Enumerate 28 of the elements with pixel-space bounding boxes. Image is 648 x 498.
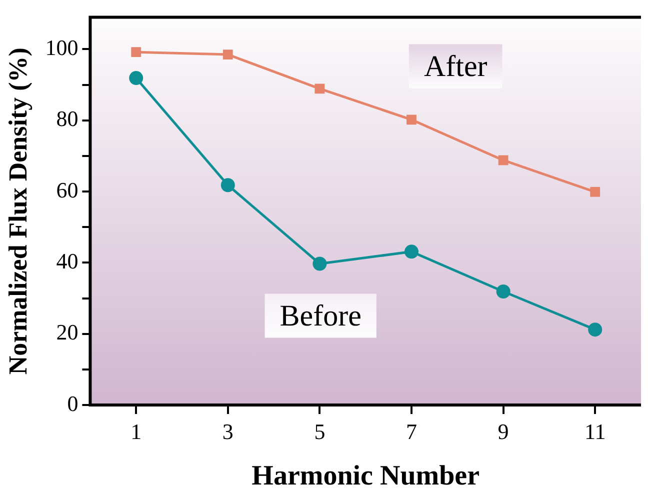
point xyxy=(131,47,142,58)
y-tick-label: 60 xyxy=(56,177,78,202)
point xyxy=(406,114,416,125)
y-tick-label: 40 xyxy=(56,248,78,274)
x-tick-label: 5 xyxy=(314,418,326,444)
point xyxy=(590,186,600,197)
x-tick-label: 9 xyxy=(498,418,509,444)
x-axis-title: Harmonic Number xyxy=(252,460,480,492)
point xyxy=(496,284,510,299)
series-label: After xyxy=(424,50,488,84)
y-tick-label: 100 xyxy=(45,35,78,60)
point xyxy=(404,244,418,259)
y-tick-label: 20 xyxy=(56,320,78,345)
x-tick-label: 7 xyxy=(406,418,417,444)
point xyxy=(220,178,235,192)
x-tick-label: 11 xyxy=(584,418,606,444)
point xyxy=(498,155,508,166)
x-tick-label: 3 xyxy=(222,418,234,444)
y-axis-title: Normalized Flux Density (%) xyxy=(3,48,32,375)
series-label: Before xyxy=(280,300,362,333)
point xyxy=(588,322,602,337)
y-tick-label: 0 xyxy=(67,390,78,416)
point xyxy=(314,84,325,94)
y-tick-label: 80 xyxy=(56,106,78,132)
point xyxy=(312,256,327,271)
point xyxy=(222,50,233,60)
point xyxy=(129,71,144,86)
x-tick-label: 1 xyxy=(130,418,142,444)
